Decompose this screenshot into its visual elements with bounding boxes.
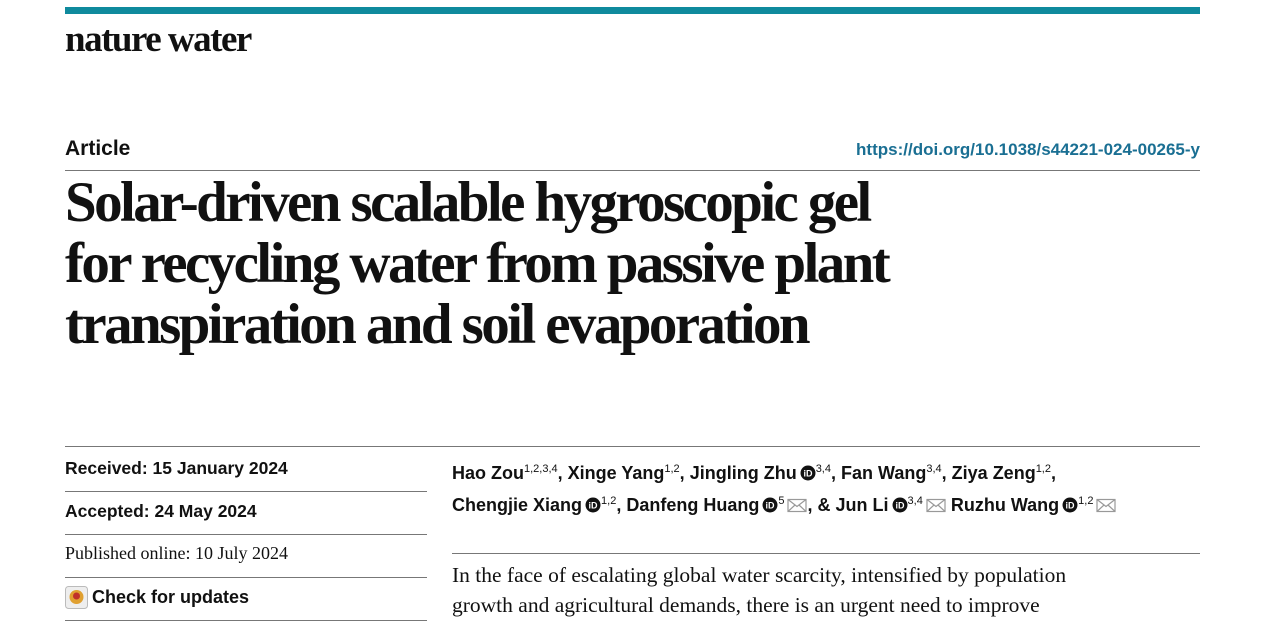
author-name[interactable]: Ziya Zeng [951, 463, 1036, 483]
author-conj: & [817, 495, 831, 515]
title-line: for recycling water from passive plant [65, 232, 891, 295]
author: Fan Wang3,4, [836, 463, 947, 483]
author-line: Hao Zou1,2,3,4, Xinge Yang1,2, Jingling … [452, 455, 1116, 487]
author-name[interactable]: Ruzhu Wang [950, 495, 1060, 515]
author-name[interactable]: Fan Wang [841, 463, 927, 483]
svg-text:iD: iD [895, 501, 905, 511]
author-sep: , [941, 463, 947, 483]
check-text[interactable]: Check for updates [92, 587, 250, 607]
author-sep: , [679, 463, 685, 483]
author: Chengjie Xiang iD 1,2, [452, 495, 621, 515]
affiliation: 1,2 [601, 495, 617, 507]
article-type: Article [65, 137, 131, 160]
mail-icon[interactable] [926, 498, 946, 513]
author-name[interactable]: Hao Zou [452, 463, 524, 483]
journal-logo[interactable]: nature water [65, 19, 252, 60]
affiliation: 1,2 [1078, 495, 1094, 507]
doi-link[interactable]: https://doi.org/10.1038/s44221-024-00265… [856, 140, 1200, 159]
affiliation: 1,2 [664, 463, 680, 475]
author-sep: , [1050, 463, 1056, 483]
rule [452, 553, 1200, 554]
accepted: Accepted: 24 May 2024 [65, 501, 257, 521]
affiliation: 1,2,3,4 [524, 463, 558, 475]
affiliation: 5 [778, 495, 785, 507]
author-name[interactable]: Chengjie Xiang [452, 495, 583, 515]
rule [65, 170, 1200, 171]
rule [65, 446, 1200, 447]
author-sep: , [557, 463, 563, 483]
check-updates[interactable]: Check for updates [65, 586, 249, 609]
check-icon [65, 586, 88, 609]
title-line: transpiration and soil evaporation [65, 293, 811, 356]
author: Ruzhu Wang iD 1,2 [946, 495, 1117, 515]
author: Hao Zou1,2,3,4, [452, 463, 563, 483]
received: Received: 15 January 2024 [65, 458, 288, 478]
abstract-line: In the face of escalating global water s… [452, 563, 1067, 587]
affiliation: 3,4 [907, 495, 923, 507]
author-sep: , [830, 463, 836, 483]
svg-text:iD: iD [589, 501, 599, 511]
author: Danfeng Huang iD 5, [621, 495, 812, 515]
affiliation: 3,4 [815, 463, 831, 475]
abstract-line: growth and agricultural demands, there i… [452, 593, 1040, 617]
orcid-icon[interactable]: iD [1062, 497, 1078, 513]
svg-text:iD: iD [766, 501, 776, 511]
orcid-icon[interactable]: iD [762, 497, 778, 513]
rule [65, 491, 427, 492]
authors: Hao Zou1,2,3,4, Xinge Yang1,2, Jingling … [452, 455, 1117, 519]
rule [65, 577, 427, 578]
author-line: Chengjie Xiang iD 1,2, Danfeng Huang iD 5, &… [452, 487, 1117, 519]
rule [65, 534, 427, 535]
orcid-icon[interactable]: iD [800, 465, 816, 481]
author: & Jun Li iD 3,4 [813, 495, 946, 515]
author-name[interactable]: Jingling Zhu [689, 463, 797, 483]
title-line: Solar-driven scalable hygroscopic gel [65, 171, 872, 234]
orcid-icon[interactable]: iD [585, 497, 601, 513]
author: Jingling Zhu iD 3,4, [685, 463, 836, 483]
header-bar [65, 7, 1200, 14]
affiliation: 3,4 [926, 463, 942, 475]
author: Ziya Zeng1,2, [947, 463, 1056, 483]
author-sep: , [807, 495, 813, 515]
svg-text:iD: iD [1066, 501, 1076, 511]
author-name[interactable]: Danfeng Huang [626, 495, 760, 515]
orcid-icon[interactable]: iD [892, 497, 908, 513]
author-name[interactable]: Xinge Yang [567, 463, 665, 483]
author: Xinge Yang1,2, [563, 463, 685, 483]
mail-icon[interactable] [787, 498, 808, 513]
author-name[interactable]: Jun Li [835, 495, 889, 515]
affiliation: 1,2 [1035, 463, 1051, 475]
abstract: In the face of escalating global water s… [452, 560, 1066, 620]
svg-text:iD: iD [803, 469, 813, 479]
title: Solar-driven scalable hygroscopic gel fo… [65, 171, 891, 356]
rule [65, 620, 427, 621]
mail-icon[interactable] [1096, 498, 1117, 513]
author-sep: , [616, 495, 622, 515]
published: Published online: 10 July 2024 [65, 543, 289, 563]
